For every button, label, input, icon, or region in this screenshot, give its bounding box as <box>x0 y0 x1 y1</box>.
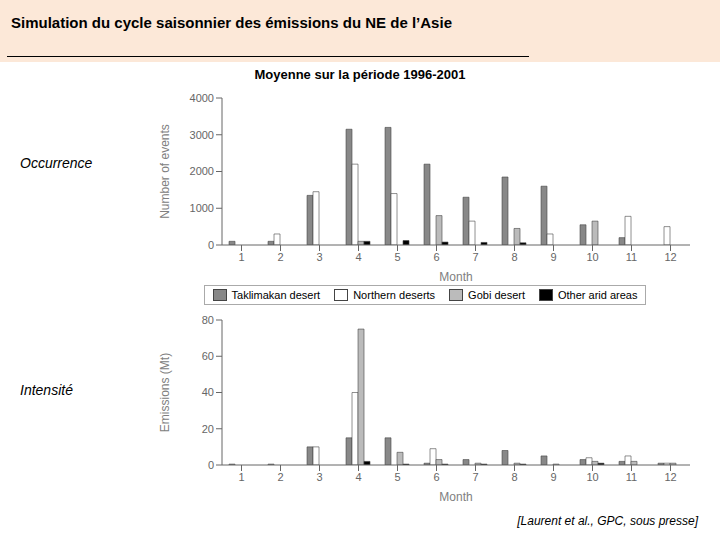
svg-text:11: 11 <box>626 251 637 263</box>
svg-text:4000: 4000 <box>190 92 214 104</box>
svg-text:4: 4 <box>355 251 361 263</box>
svg-text:Month: Month <box>439 270 472 284</box>
svg-text:80: 80 <box>202 314 214 326</box>
svg-text:10: 10 <box>586 471 598 483</box>
svg-text:6: 6 <box>433 251 439 263</box>
svg-text:Emissions (Mt): Emissions (Mt) <box>158 353 172 432</box>
svg-text:20: 20 <box>202 423 214 435</box>
svg-text:3: 3 <box>316 471 322 483</box>
svg-text:5: 5 <box>394 251 400 263</box>
svg-text:0: 0 <box>208 459 214 471</box>
svg-text:12: 12 <box>664 471 676 483</box>
svg-text:4: 4 <box>355 471 361 483</box>
svg-text:8: 8 <box>511 471 517 483</box>
html-text:Intensité: Intensité <box>20 382 73 398</box>
svg-text:1: 1 <box>238 251 244 263</box>
html-text:Northern deserts: Northern deserts <box>353 289 436 301</box>
svg-text:6: 6 <box>433 471 439 483</box>
svg-text:7: 7 <box>472 471 478 483</box>
svg-text:12: 12 <box>664 251 676 263</box>
svg-text:40: 40 <box>202 386 214 398</box>
svg-text:2: 2 <box>277 251 283 263</box>
svg-text:7: 7 <box>472 251 478 263</box>
svg-text:2000: 2000 <box>190 165 214 177</box>
html-text:Taklimakan desert: Taklimakan desert <box>231 289 321 301</box>
svg-text:Number of events: Number of events <box>158 124 172 219</box>
svg-text:8: 8 <box>511 251 517 263</box>
svg-text:60: 60 <box>202 350 214 362</box>
html-text:Gobi desert: Gobi desert <box>468 289 525 301</box>
svg-text:9: 9 <box>550 251 556 263</box>
svg-text:5: 5 <box>394 471 400 483</box>
svg-text:10: 10 <box>586 251 598 263</box>
html-text:Moyenne sur la période 1996-20: Moyenne sur la période 1996-2001 <box>254 67 466 82</box>
svg-text:11: 11 <box>626 471 637 483</box>
svg-text:9: 9 <box>550 471 556 483</box>
svg-text:3000: 3000 <box>190 129 214 141</box>
html-text:Other arid areas: Other arid areas <box>558 289 638 301</box>
svg-text:1: 1 <box>238 471 244 483</box>
html-text:Simulation du cycle saisonnier: Simulation du cycle saisonnier des émiss… <box>11 14 452 31</box>
html-text:[Laurent et al., GPC, sous pre: [Laurent et al., GPC, sous presse] <box>517 514 698 528</box>
svg-text:2: 2 <box>277 471 283 483</box>
html-text:Occurrence: Occurrence <box>20 155 93 171</box>
svg-text:1000: 1000 <box>190 202 214 214</box>
svg-text:3: 3 <box>316 251 322 263</box>
svg-text:Month: Month <box>439 490 472 504</box>
svg-text:0: 0 <box>208 239 214 251</box>
